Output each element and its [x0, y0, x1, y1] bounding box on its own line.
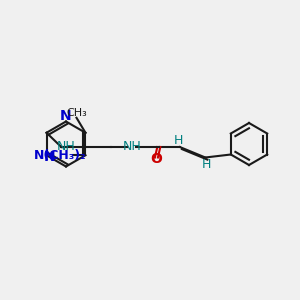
- Text: H: H: [202, 158, 212, 172]
- Text: N: N: [60, 109, 72, 123]
- Text: NH: NH: [122, 140, 141, 154]
- Text: CH₃: CH₃: [66, 108, 87, 118]
- Text: N(CH₃)₂: N(CH₃)₂: [34, 149, 86, 162]
- Text: NH: NH: [56, 140, 75, 154]
- Text: N: N: [44, 150, 55, 164]
- Text: O: O: [150, 152, 162, 166]
- Text: H: H: [174, 134, 183, 148]
